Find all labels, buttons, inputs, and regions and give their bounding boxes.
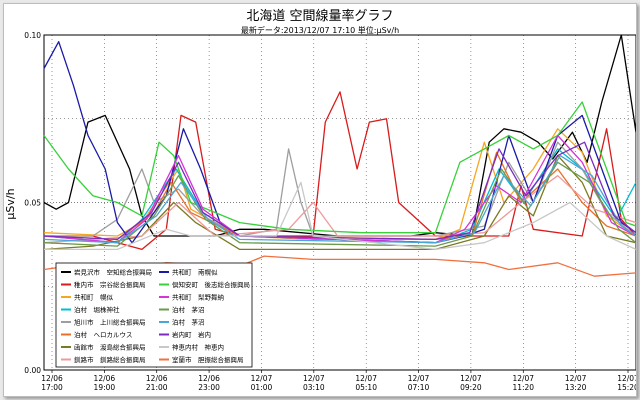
y-tick-label: 0.00 <box>24 366 41 375</box>
x-tick-date: 12/07 <box>565 374 587 383</box>
legend-item-2: 共和町 幌似 <box>74 293 114 302</box>
legend-item-3: 泊村 堀株神社 <box>74 305 120 314</box>
legend-item-7: 釧路市 釧路総合振興局 <box>74 355 146 364</box>
x-tick-time: 05:10 <box>355 383 377 392</box>
chart-title: 北海道 空間線量率グラフ <box>246 8 393 24</box>
y-tick-label: 0.10 <box>24 31 41 40</box>
x-tick-time: 11:20 <box>512 383 534 392</box>
x-tick-date: 12/07 <box>512 374 534 383</box>
line-chart: 北海道 空間線量率グラフ 最新データ:2013/12/07 17:10 単位:μ… <box>4 8 636 392</box>
x-tick-time: 03:10 <box>303 383 325 392</box>
x-tick-time: 23:00 <box>198 383 220 392</box>
series-line-7 <box>43 175 636 244</box>
x-tick-time: 15:20 <box>617 383 636 392</box>
legend-item-8: 共和町 南幌似 <box>172 268 218 277</box>
legend-item-9: 倶知安町 後志総合振興局 <box>172 280 250 289</box>
x-tick-date: 12/07 <box>460 374 482 383</box>
x-tick-date: 12/07 <box>617 374 636 383</box>
x-tick-time: 01:00 <box>251 383 273 392</box>
series-line-11 <box>43 161 636 247</box>
x-tick-time: 19:00 <box>94 383 116 392</box>
x-tick-date: 12/07 <box>251 374 273 383</box>
y-axis-ticks: 0.00 0.05 0.10 <box>24 31 41 375</box>
legend-item-5: 泊村 ヘロカルウス <box>74 330 133 339</box>
x-tick-time: 21:00 <box>146 383 168 392</box>
series-line-4 <box>44 141 636 237</box>
legend-item-15: 室蘭市 胆振総合振興局 <box>172 355 244 364</box>
series-line-1 <box>44 91 636 251</box>
legend-item-1: 稚内市 宗谷総合振興局 <box>74 280 146 289</box>
x-axis-ticks: 12/0617:0012/0619:0012/0621:0012/0623:00… <box>41 370 636 392</box>
x-tick-date: 12/06 <box>146 374 168 383</box>
legend-item-11: 泊村 茅沼 <box>172 305 205 314</box>
x-tick-date: 12/07 <box>303 374 325 383</box>
chart-frame: 北海道 空間線量率グラフ 最新データ:2013/12/07 17:10 単位:μ… <box>3 3 637 397</box>
x-tick-time: 13:20 <box>565 383 587 392</box>
legend-item-0: 岩見沢市 空知総合振興局 <box>74 268 152 277</box>
x-tick-time: 17:00 <box>41 383 63 392</box>
legend-item-6: 函館市 渡島総合振興局 <box>74 343 146 352</box>
legend-item-13: 岩内町 岩内 <box>172 330 211 339</box>
x-tick-date: 12/07 <box>355 374 377 383</box>
series-line-14 <box>44 181 636 251</box>
series-line-12 <box>43 154 636 244</box>
legend-item-14: 神恵内村 神恵内 <box>172 343 224 352</box>
x-tick-date: 12/07 <box>408 374 430 383</box>
x-tick-date: 12/06 <box>41 374 63 383</box>
series-line-9 <box>43 101 636 234</box>
x-tick-date: 12/06 <box>94 374 116 383</box>
legend-item-4: 旭川市 上川総合振興局 <box>74 318 146 327</box>
x-tick-time: 07:10 <box>408 383 430 392</box>
y-axis-label: μSv/h <box>4 188 17 219</box>
legend-item-12: 泊村 茅沼 <box>172 318 205 327</box>
x-tick-date: 12/06 <box>198 374 220 383</box>
y-tick-label: 0.05 <box>24 199 41 208</box>
grid-lines <box>44 35 636 370</box>
chart-subtitle: 最新データ:2013/12/07 17:10 単位:μSv/h <box>241 25 399 35</box>
series-line-13 <box>43 141 636 241</box>
legend-item-10: 共和町 梨野舞納 <box>172 293 224 302</box>
legend-box <box>55 262 253 368</box>
series-lines <box>43 34 636 277</box>
x-tick-time: 09:20 <box>460 383 482 392</box>
